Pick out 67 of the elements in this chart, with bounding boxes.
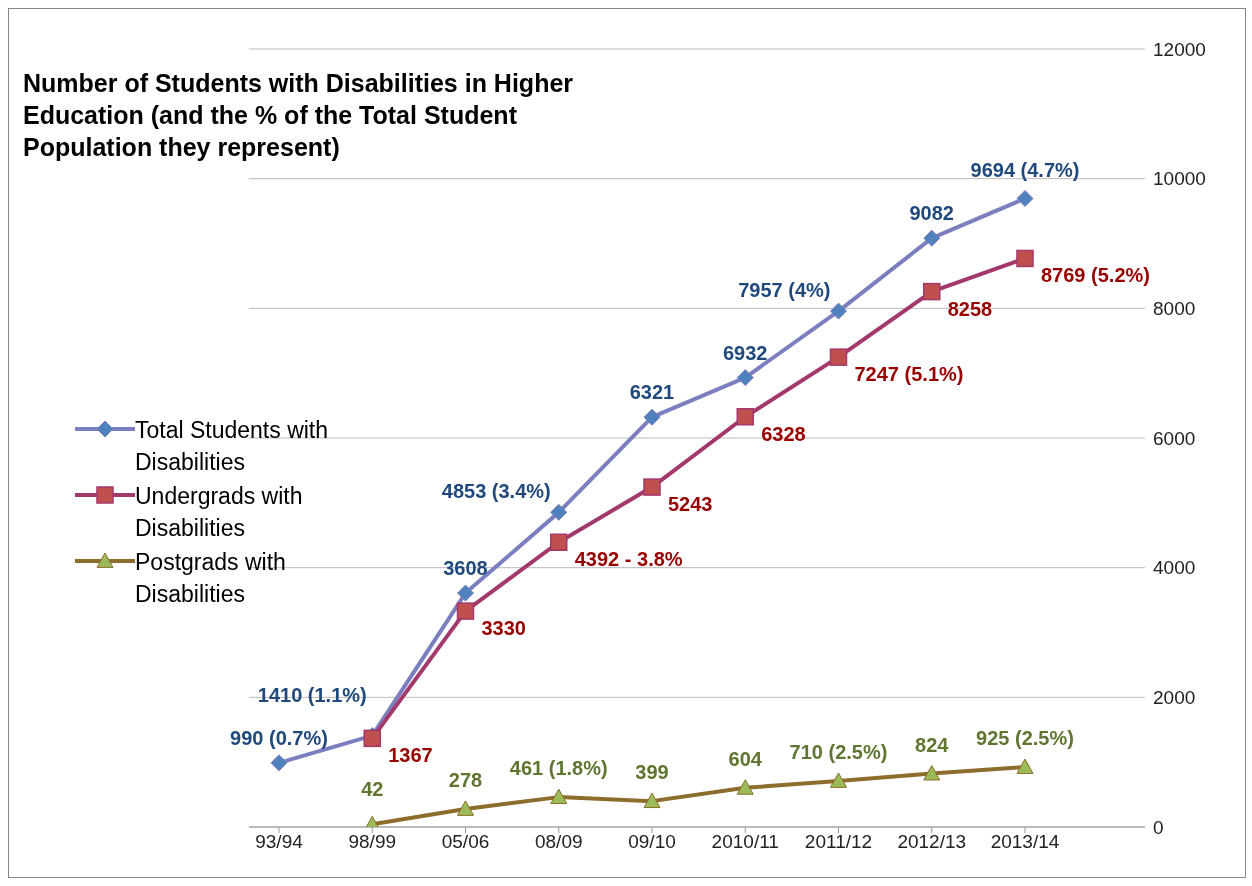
data-label: 278 [448, 768, 483, 791]
data-label: 6321 [629, 381, 675, 404]
legend-label: Postgrads with Disabilities [135, 548, 287, 609]
point [456, 602, 475, 620]
data-label: 3608 [443, 557, 488, 580]
y-tick-label: 0 [1153, 816, 1164, 838]
x-tick-label: 2010/11 [711, 831, 779, 853]
point [550, 788, 568, 805]
data-label: 6932 [723, 341, 768, 364]
x-tick-label: 2013/14 [990, 831, 1060, 853]
legend-label: Total Students with Disabilities [135, 416, 330, 477]
y-tick-label: 8000 [1153, 298, 1196, 320]
point [736, 779, 754, 795]
x-tick-label: 09/10 [628, 831, 676, 853]
point [457, 584, 474, 602]
point [457, 800, 474, 816]
x-tick-label: 2012/13 [897, 831, 967, 853]
x-tick-label: 93/94 [255, 831, 304, 853]
point [643, 408, 661, 426]
point [736, 369, 754, 387]
point [830, 302, 847, 320]
point [923, 282, 941, 301]
data-label: 461 (1.8%) [509, 757, 608, 780]
point [643, 792, 661, 809]
point [550, 503, 568, 521]
data-label: 1367 [388, 744, 433, 767]
data-label: 3330 [481, 617, 526, 640]
data-label: 8769 (5.2%) [1041, 264, 1150, 287]
text: Number of Students with Disabilities in Higher Education (and the % of the Total Student Population they represent) [23, 68, 575, 163]
x-tick-label: 05/06 [441, 831, 490, 853]
data-label: 7957 (4%) [738, 279, 831, 302]
data-label: 7247 (5.1%) [854, 363, 964, 386]
x-tick-label: 2011/12 [804, 831, 873, 853]
data-label: 399 [635, 761, 669, 784]
data-label: 9694 (4.7%) [970, 158, 1080, 181]
data-label: 6328 [761, 422, 806, 445]
y-tick-label: 12000 [1153, 38, 1206, 60]
y-tick-label: 6000 [1153, 427, 1196, 449]
y-tick-label: 2000 [1153, 687, 1196, 709]
point [923, 229, 941, 247]
data-label: 4853 (3.4%) [441, 480, 551, 503]
point [830, 772, 847, 788]
data-label: 990 (0.7%) [230, 726, 328, 749]
data-label: 710 (2.5%) [789, 740, 888, 763]
point [643, 478, 661, 496]
data-label: 9082 [909, 202, 954, 225]
data-label: 824 [915, 733, 950, 756]
data-label: 8258 [947, 297, 993, 320]
data-label: 1410 (1.1%) [257, 683, 367, 706]
data-label: 42 [361, 778, 384, 801]
legend-label: Undergrads with Disabilities [135, 482, 304, 543]
data-label: 5243 [668, 493, 713, 516]
point [923, 765, 941, 781]
x-tick-label: 98/99 [348, 831, 397, 853]
y-tick-label: 4000 [1153, 557, 1196, 579]
point [736, 407, 754, 426]
point [1016, 190, 1034, 208]
point [829, 348, 848, 366]
point [1016, 758, 1034, 774]
y-tick-label: 10000 [1153, 168, 1206, 190]
data-label: 4392 - 3.8% [574, 548, 683, 571]
data-label: 925 (2.5%) [976, 727, 1074, 750]
point [550, 533, 568, 551]
x-tick-label: 08/09 [534, 831, 583, 853]
data-label: 604 [728, 747, 763, 770]
point [1016, 249, 1034, 268]
point [270, 754, 288, 772]
